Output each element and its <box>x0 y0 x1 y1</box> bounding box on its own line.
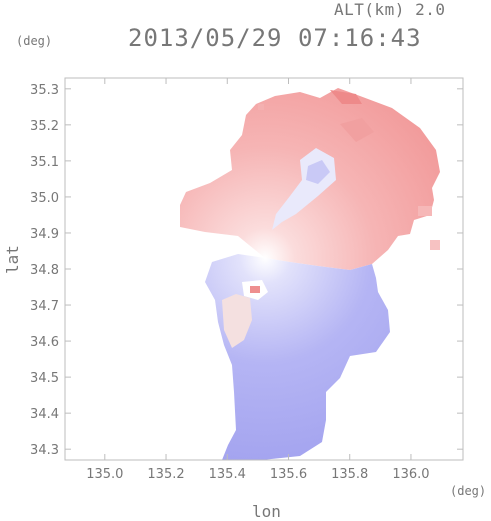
y-tick-label: 34.4 <box>30 407 59 422</box>
x-tick-label: 135.4 <box>209 467 246 482</box>
lat-unit-label: (deg) <box>16 34 53 48</box>
approaching-velocity-region <box>205 254 390 460</box>
convergence-core <box>306 160 330 184</box>
echo-speckle <box>250 286 260 293</box>
echo-speckle <box>330 90 362 104</box>
x-tick-label: 135.6 <box>270 467 307 482</box>
altitude-label: ALT(km) 2.0 <box>334 0 446 19</box>
echo-speckle <box>430 240 440 250</box>
echo-field <box>180 88 440 460</box>
y-axis-ticks: 35.3 35.2 35.1 35.0 34.9 34.8 34.7 34.6 34.5 34.4… <box>30 83 463 458</box>
y-tick-label: 34.6 <box>30 335 59 350</box>
y-tick-label: 34.3 <box>30 443 59 458</box>
x-tick-label: 135.8 <box>331 467 368 482</box>
timestamp-title: 2013/05/29 07:16:43 <box>128 24 422 52</box>
mixed-echo-patch <box>222 294 252 348</box>
y-tick-label: 35.1 <box>30 155 59 170</box>
x-tick-label: 135.2 <box>147 467 184 482</box>
y-tick-label: 34.8 <box>30 263 59 278</box>
echo-speckle <box>258 104 264 110</box>
y-tick-label: 34.5 <box>30 371 59 386</box>
y-tick-label: 35.2 <box>30 119 59 134</box>
lon-unit-label: (deg) <box>450 484 487 498</box>
y-tick-label: 35.3 <box>30 83 59 98</box>
x-axis-label: lon <box>252 502 281 521</box>
echo-speckle <box>418 206 432 216</box>
echo-speckle <box>340 118 374 142</box>
x-tick-label: 135.0 <box>86 467 123 482</box>
y-tick-label: 34.9 <box>30 227 59 242</box>
x-tick-label: 136.0 <box>392 467 429 482</box>
x-axis-ticks: 135.0 135.2 135.4 135.6 135.8 136.0 <box>86 78 430 482</box>
y-tick-label: 35.0 <box>30 191 59 206</box>
y-tick-label: 34.7 <box>30 299 59 314</box>
